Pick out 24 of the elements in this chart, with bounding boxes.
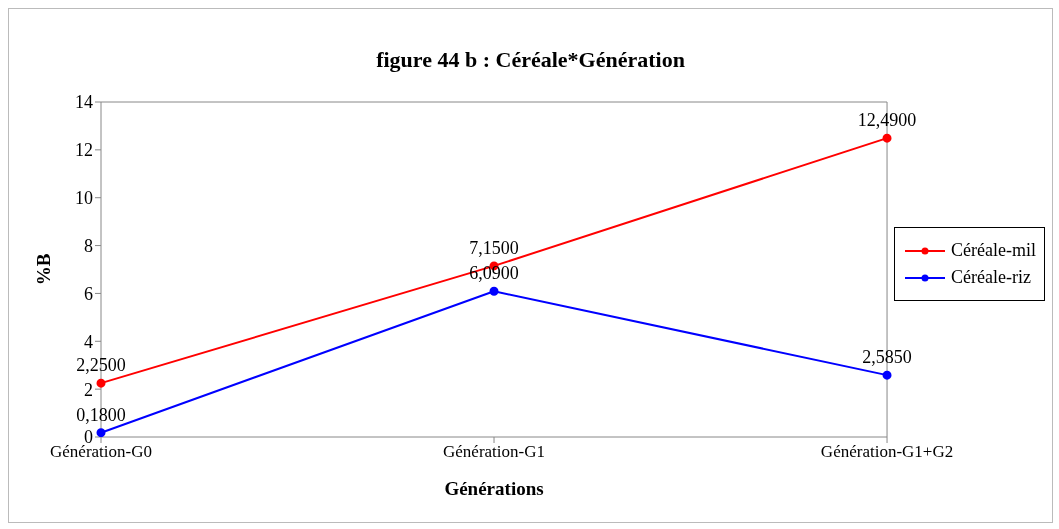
data-label: 0,1800 — [76, 404, 126, 425]
y-tick-label: 8 — [84, 235, 93, 256]
chart-title: figure 44 b : Céréale*Génération — [375, 47, 686, 73]
y-tick-label: 12 — [75, 140, 93, 161]
y-tick-label: 4 — [84, 331, 93, 352]
y-tick-label: 14 — [75, 92, 93, 113]
y-axis-title: %B — [32, 253, 54, 286]
point — [489, 286, 499, 296]
x-tick-label: Génération-G1 — [443, 442, 545, 462]
point — [96, 378, 106, 388]
y-tick-label: 10 — [75, 188, 93, 209]
data-label: 6,0900 — [469, 263, 519, 284]
data-label: 2,5850 — [862, 347, 912, 368]
legend-label: Céréale-mil — [951, 240, 1036, 261]
x-tick-label: Génération-G1+G2 — [820, 442, 954, 462]
point — [882, 133, 892, 143]
y-tick-label: 2 — [84, 379, 93, 400]
x-axis-title: Générations — [444, 478, 544, 499]
y-tick-label: 6 — [84, 283, 93, 304]
point — [882, 370, 892, 380]
legend-label: Céréale-riz — [951, 267, 1031, 288]
data-label: 2,2500 — [76, 355, 126, 376]
data-label: 7,1500 — [469, 237, 519, 258]
data-label: 12,4900 — [857, 110, 917, 131]
